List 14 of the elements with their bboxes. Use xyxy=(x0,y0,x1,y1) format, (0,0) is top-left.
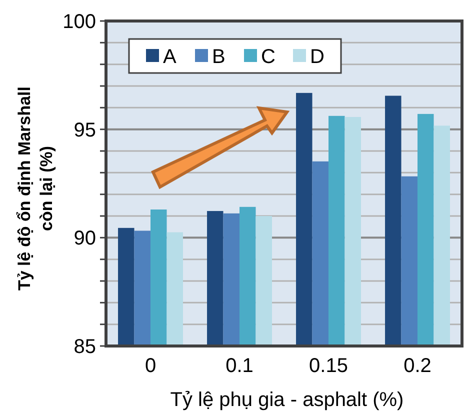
y-axis-title: Tỷ lệ độ ổn định Marshall còn lại (%) xyxy=(15,86,56,291)
y-tick-label: 100 xyxy=(62,11,96,33)
legend-label: B xyxy=(212,46,226,68)
x-tick-label: 0 xyxy=(144,355,156,377)
x-axis-title: Tỷ lệ phụ gia - asphalt (%) xyxy=(170,389,404,411)
legend-label: C xyxy=(261,46,276,68)
y-tick-label: 95 xyxy=(74,119,96,142)
legend-label: D xyxy=(310,46,324,68)
x-tick-label: 0.15 xyxy=(309,355,348,377)
legend-label: A xyxy=(163,46,177,68)
x-tick-label: 0.2 xyxy=(404,355,432,377)
x-tick-label: 0.1 xyxy=(226,355,254,377)
y-tick-label: 85 xyxy=(74,336,96,358)
y-tick-label: 90 xyxy=(74,228,96,250)
